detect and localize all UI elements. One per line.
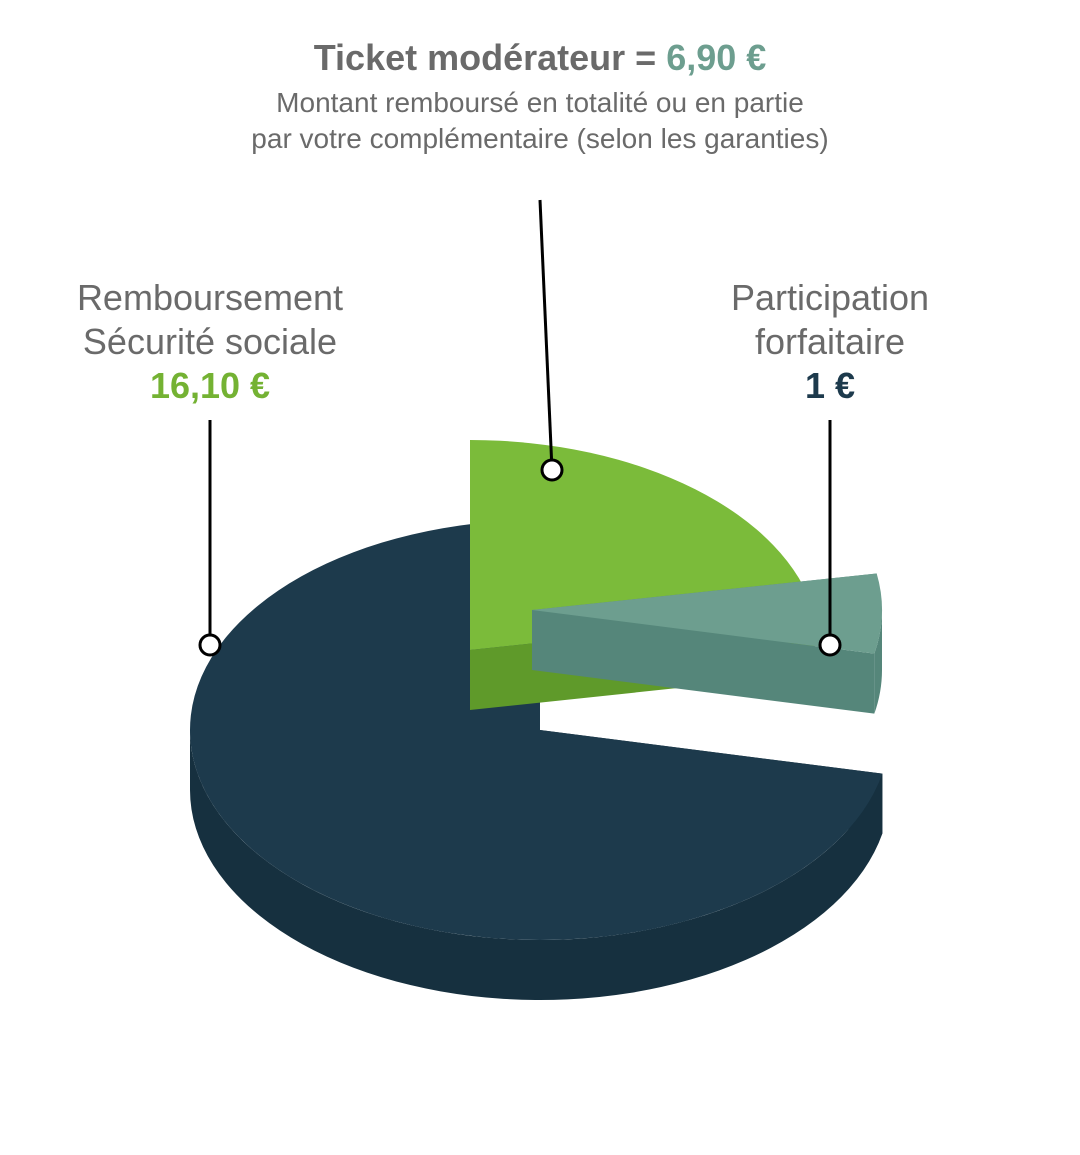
leader-dot-ticket [542, 460, 562, 480]
header-subtitle-line1: Montant remboursé en totalité ou en part… [276, 87, 804, 118]
pie-group [190, 440, 882, 1000]
leader-dot-remboursement [200, 635, 220, 655]
label-participation-line2: forfaitaire [755, 321, 905, 362]
header-title-amount: 6,90 € [666, 37, 766, 78]
label-remboursement-line1: Remboursement [77, 277, 343, 318]
label-remboursement-line2: Sécurité sociale [83, 321, 337, 362]
label-participation-line1: Participation [731, 277, 929, 318]
leader-ticket [540, 200, 552, 470]
header-title: Ticket modérateur = 6,90 € [314, 37, 767, 78]
label-remboursement-amount: 16,10 € [150, 365, 270, 406]
header-subtitle-line2: par votre complémentaire (selon les gara… [251, 123, 828, 154]
leader-dot-participation [820, 635, 840, 655]
pie-chart: Ticket modérateur = 6,90 € Montant rembo… [0, 0, 1080, 1155]
header-title-prefix: Ticket modérateur = [314, 37, 666, 78]
label-participation-amount: 1 € [805, 365, 855, 406]
